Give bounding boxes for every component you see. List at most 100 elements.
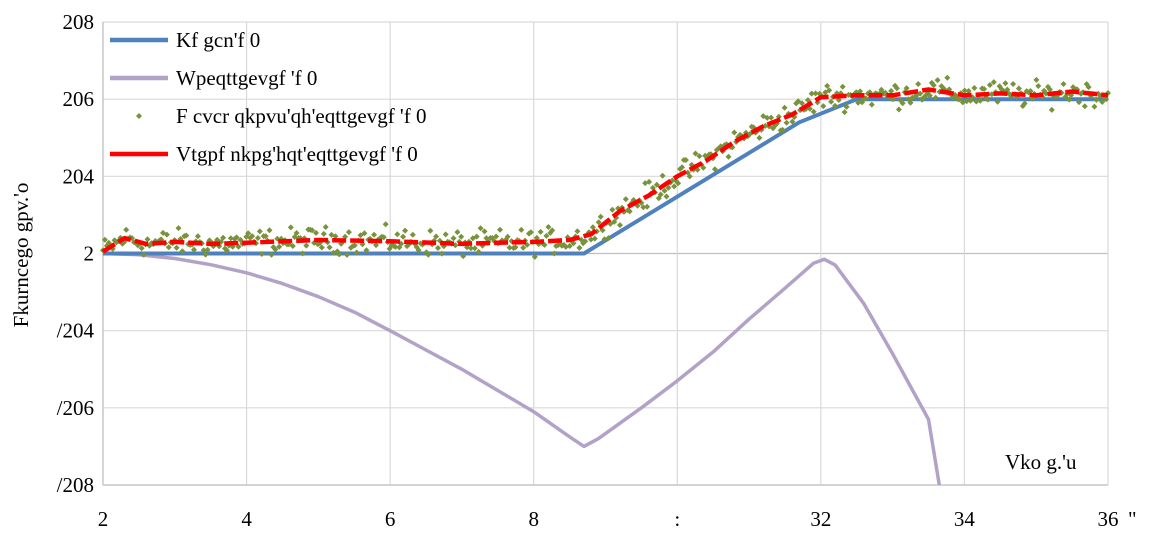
data-point: [309, 227, 316, 234]
data-point: [1103, 96, 1110, 103]
data-point: [165, 244, 172, 251]
data-point: [675, 180, 682, 187]
data-point: [895, 106, 902, 113]
data-point: [731, 129, 738, 136]
data-point: [984, 96, 991, 103]
legend-trend-label: Vtgpf nkpg'hqt'eqttgevgf 'f 0: [176, 142, 418, 166]
data-point: [890, 96, 897, 103]
data-point: [303, 242, 310, 249]
data-point: [665, 184, 672, 191]
data-point: [826, 87, 833, 94]
data-point: [981, 86, 988, 92]
data-point: [768, 114, 775, 121]
data-point: [183, 232, 190, 239]
data-point: [138, 245, 145, 252]
data-point: [986, 82, 993, 88]
data-point: [903, 85, 910, 92]
legend: Kf gcn'f 0 Wpeqttgevgf 'f 0 F cvcr qkpvu'q…: [110, 28, 426, 166]
data-point: [1060, 81, 1067, 87]
data-point: [353, 249, 360, 256]
data-point: [299, 250, 306, 257]
plot-area: [100, 74, 1111, 486]
data-point: [256, 228, 263, 235]
data-point: [934, 77, 941, 84]
data-point: [1010, 81, 1017, 87]
data-point: [549, 227, 556, 234]
data-point: [326, 244, 333, 251]
data-point: [287, 224, 294, 231]
data-point: [475, 248, 482, 255]
data-point: [839, 83, 846, 90]
data-point: [696, 153, 703, 160]
data-point: [204, 246, 211, 253]
data-point: [1076, 99, 1082, 106]
data-point: [961, 87, 968, 94]
data-point: [595, 219, 602, 226]
data-point: [977, 97, 984, 104]
data-point: [913, 92, 920, 99]
x-axis-trailing-mark: ": [1128, 507, 1137, 531]
data-point: [1085, 84, 1092, 91]
x-axis-title: Vko g.'u: [1005, 450, 1077, 474]
x-tick-label: 2: [98, 507, 109, 531]
data-point: [756, 134, 763, 141]
data-point: [1093, 96, 1100, 103]
legend-data-points-label: F cvcr qkpvu'qh'eqttgevgf 'f 0: [176, 104, 426, 128]
data-point: [473, 233, 480, 240]
data-point: [808, 90, 815, 97]
data-point: [220, 234, 227, 241]
data-point: [597, 213, 604, 220]
data-point: [1033, 76, 1040, 83]
data-point: [537, 228, 544, 235]
data-point: [841, 109, 848, 116]
data-point: [640, 204, 647, 211]
data-point: [460, 253, 467, 260]
data-point: [783, 119, 790, 126]
data-point: [1046, 86, 1053, 93]
data-point: [686, 173, 693, 180]
data-point: [427, 227, 434, 234]
data-point: [764, 114, 771, 121]
data-point: [200, 247, 207, 254]
data-point: [915, 81, 922, 87]
data-point: [820, 103, 827, 110]
data-point: [994, 98, 1001, 105]
data-point: [659, 172, 666, 179]
data-point: [1091, 103, 1098, 110]
data-point: [175, 225, 182, 232]
data-point: [692, 150, 699, 157]
data-point: [653, 181, 660, 188]
data-point: [520, 244, 527, 251]
x-tick-label: 8: [528, 507, 539, 531]
data-point: [944, 74, 951, 81]
data-point: [322, 224, 329, 230]
data-point: [1019, 103, 1026, 109]
data-point: [262, 233, 269, 240]
data-point: [1081, 103, 1088, 110]
y-tick-label: 2: [84, 242, 95, 266]
y-tick-label: /204: [57, 319, 95, 343]
data-point: [582, 238, 589, 245]
data-point: [336, 251, 343, 258]
x-tick-label: 36: [1098, 507, 1119, 531]
data-point: [467, 245, 474, 252]
data-point: [543, 232, 550, 239]
y-tick-label: 204: [63, 164, 95, 188]
data-point: [963, 98, 970, 105]
data-point: [679, 164, 685, 171]
data-point: [191, 246, 197, 253]
data-point: [1021, 100, 1028, 107]
data-point: [380, 234, 387, 241]
data-point: [433, 233, 440, 240]
data-point: [163, 231, 170, 238]
data-point: [657, 191, 664, 198]
data-point: [332, 233, 339, 240]
data-point: [512, 244, 519, 251]
data-point: [493, 233, 500, 240]
data-point: [926, 92, 933, 99]
data-point: [824, 82, 831, 89]
data-point: [566, 243, 573, 249]
data-point: [711, 166, 718, 173]
data-point: [425, 251, 432, 258]
data-point: [123, 226, 130, 233]
